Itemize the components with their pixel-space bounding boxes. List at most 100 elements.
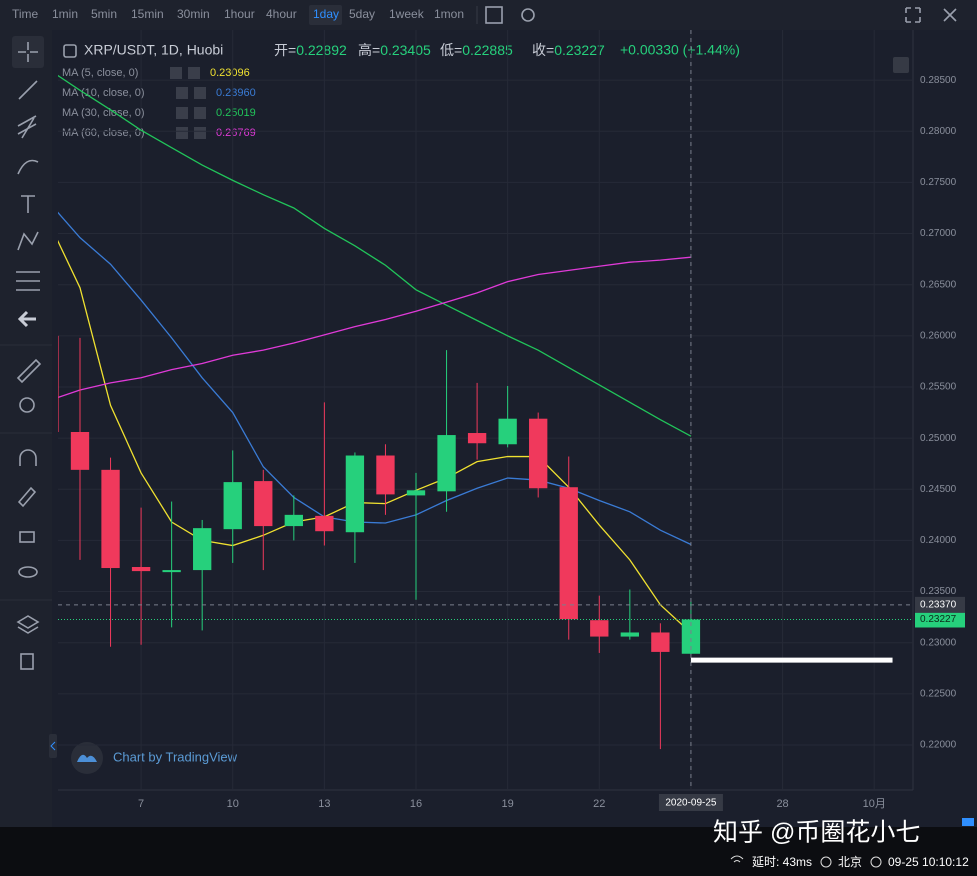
fullscreen-button[interactable] (905, 7, 921, 23)
interval-button[interactable]: 4hour (266, 7, 297, 21)
legend-name: MA (5, close, 0) (62, 67, 138, 79)
legend-remove[interactable] (194, 87, 206, 99)
ohlc-label: 开= (274, 42, 296, 58)
scale-button[interactable] (893, 57, 909, 73)
close-button[interactable] (943, 8, 957, 22)
x-tick-label: 28 (776, 798, 788, 810)
candle-body (559, 487, 578, 620)
y-tick-label: 0.24500 (920, 484, 957, 495)
ohlc-label: 低= (440, 42, 462, 58)
y-tick-label: 0.27000 (920, 228, 957, 239)
interval-button[interactable]: 15min (131, 7, 164, 21)
wifi-icon (730, 855, 744, 863)
legend-remove[interactable] (188, 67, 200, 79)
y-tick-label: 0.26000 (920, 330, 957, 341)
candle-body (131, 567, 151, 572)
interval-button[interactable]: 1hour (224, 7, 255, 21)
lock-drawing-tool[interactable] (17, 486, 37, 508)
legend-remove[interactable] (194, 107, 206, 119)
latency: 延时: 43ms (752, 855, 812, 869)
y-tick-label: 0.28500 (920, 75, 957, 86)
interval-button[interactable]: 1min (52, 7, 78, 21)
ohlc-value: 0.22892 (296, 42, 347, 58)
legend-settings[interactable] (176, 107, 188, 119)
left-toolbar (0, 30, 52, 827)
interval-button[interactable]: Time (12, 7, 39, 21)
y-tick-label: 0.25500 (920, 382, 957, 393)
candle-body (467, 433, 487, 444)
active-interval-bg (309, 5, 342, 25)
ohlc-label: 收= (532, 42, 554, 58)
y-tick-label: 0.23000 (920, 637, 957, 648)
candle-body (345, 455, 365, 533)
interval-button[interactable]: 1day (313, 7, 339, 21)
candle-body (498, 418, 517, 445)
x-tick-label: 10 (227, 798, 239, 810)
pattern-tool[interactable] (17, 231, 39, 251)
prediction-tool[interactable] (16, 271, 40, 291)
candle-body (437, 435, 456, 492)
x-tick-label: 22 (593, 798, 605, 810)
ohlc-value: 0.22885 (462, 42, 513, 58)
magnet-tool[interactable] (19, 449, 37, 466)
footer (0, 827, 977, 876)
plot (58, 30, 913, 790)
interval-button[interactable]: 1week (389, 7, 425, 21)
tv-logo-cloud (77, 754, 97, 762)
candle-body (651, 632, 670, 652)
x-tick-label: 16 (410, 798, 422, 810)
candle-body (70, 431, 90, 470)
candle-body (315, 515, 334, 532)
legend-value: 0.25019 (216, 107, 256, 119)
y-tick-label: 0.26500 (920, 279, 957, 290)
y-tick-label: 0.22500 (920, 688, 957, 699)
crosshair-price-label: 0.23370 (920, 599, 957, 610)
interval-button[interactable]: 1mon (434, 7, 464, 21)
ohlc-item: 高=0.23405 (358, 42, 431, 58)
visibility-tool[interactable] (18, 566, 38, 578)
y-tick-label: 0.22000 (920, 740, 957, 751)
x-tick-label: 13 (318, 798, 330, 810)
candle-body (58, 335, 59, 432)
x-tick-label: 10月 (863, 798, 886, 810)
legend-remove[interactable] (194, 127, 206, 139)
delete-tool[interactable] (20, 653, 34, 670)
indicator-button[interactable] (485, 6, 503, 24)
interval-button[interactable]: 5day (349, 7, 375, 21)
ruler-tool[interactable] (16, 358, 42, 384)
collapse-tab[interactable] (49, 734, 57, 758)
candle-body (620, 632, 639, 637)
ohlc-value: 0.23405 (380, 42, 431, 58)
lock-tool[interactable] (19, 531, 35, 543)
interval-button[interactable]: 5min (91, 7, 117, 21)
ma-line (58, 239, 692, 634)
trendline-tool[interactable] (18, 80, 38, 100)
x-tick-label: 7 (138, 798, 144, 810)
symbol-box (63, 44, 77, 58)
crosshair-tool[interactable] (18, 42, 38, 62)
zoom-tool[interactable] (19, 397, 35, 413)
interval-button[interactable]: 30min (177, 7, 210, 21)
legend-name: MA (30, close, 0) (62, 107, 145, 119)
back-tool[interactable] (17, 310, 36, 328)
legend-value: 0.26769 (216, 127, 256, 139)
candle-body (376, 455, 395, 495)
legend-settings[interactable] (176, 87, 188, 99)
candle-body (193, 528, 212, 571)
fib-tool[interactable] (17, 115, 37, 139)
ohlc-item: 收=0.23227 (532, 42, 605, 58)
legend-settings[interactable] (176, 127, 188, 139)
crosshair-date-tag (658, 794, 723, 811)
legend-name: MA (10, close, 0) (62, 87, 145, 99)
text-tool[interactable] (21, 195, 35, 213)
brush-tool[interactable] (17, 159, 39, 175)
layers-tool[interactable] (16, 615, 40, 634)
top-toolbar (0, 0, 977, 30)
y-tick-label: 0.24000 (920, 535, 957, 546)
legend-settings[interactable] (170, 67, 182, 79)
clock-icon (820, 856, 832, 868)
settings-button[interactable] (521, 8, 535, 22)
crosshair-date-label: 2020-09-25 (665, 798, 717, 809)
clock: 09-25 10:10:12 (888, 855, 969, 869)
